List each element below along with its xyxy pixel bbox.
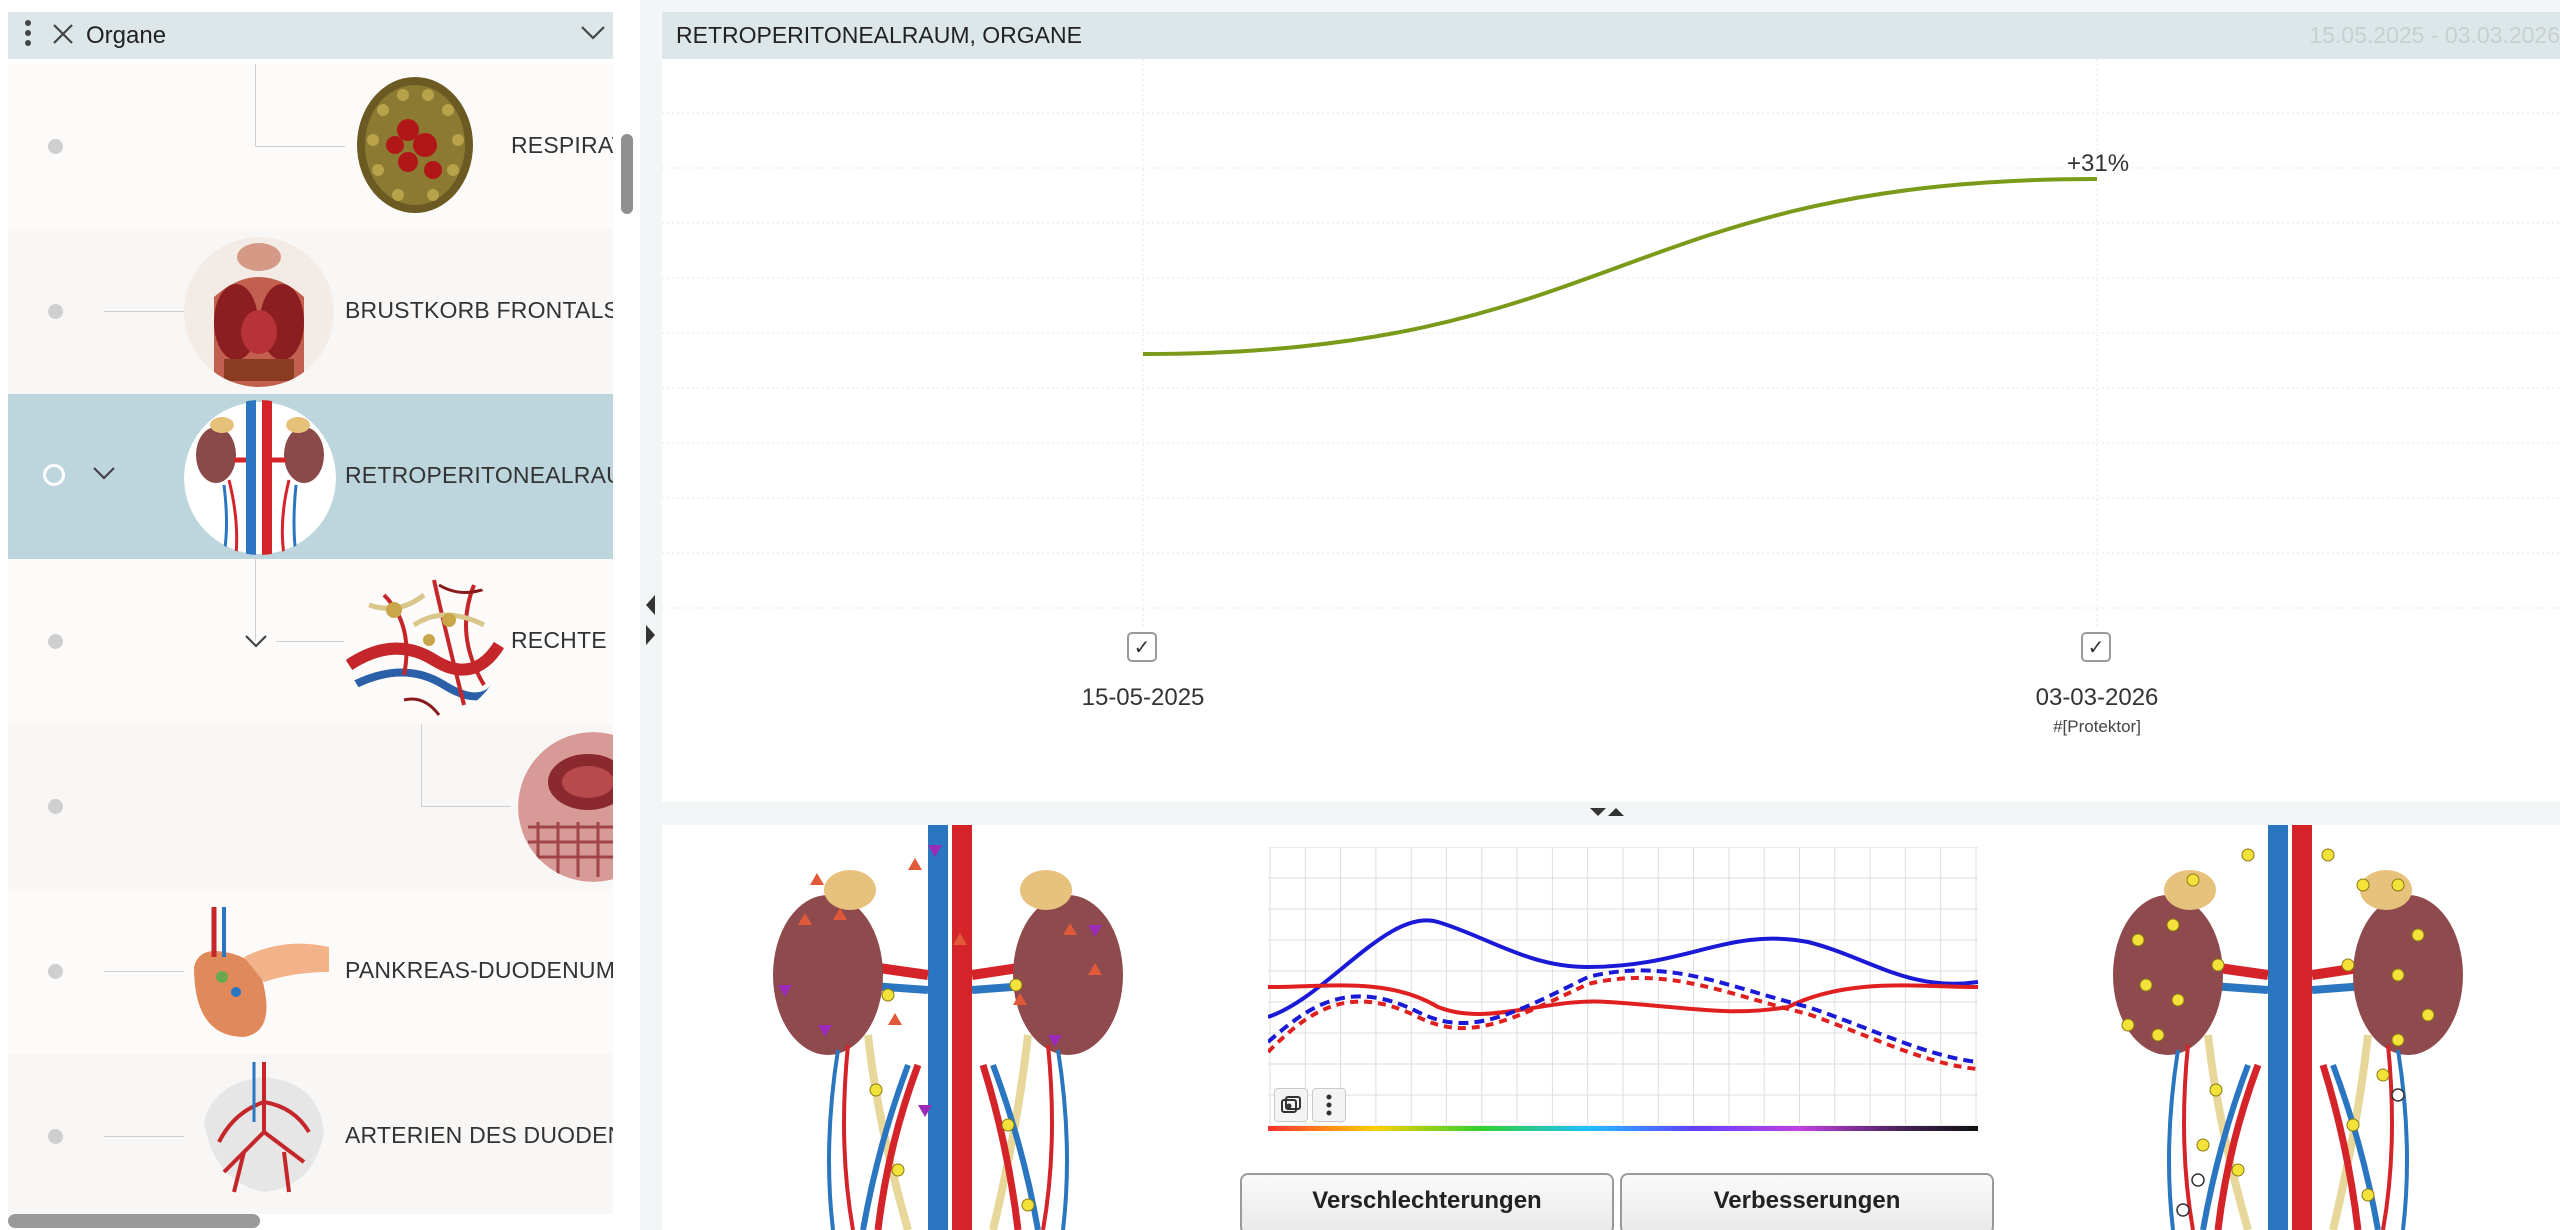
x-tick-label: 15-05-2025 [1081,684,1205,711]
checkbox-date-1[interactable]: ✓ [1127,632,1157,662]
horizontal-scrollbar-thumb[interactable] [8,1214,260,1228]
verschlechterungen-button[interactable]: Verschlechterungen [1240,1173,1614,1230]
organ-panel-title: Organe [86,21,167,49]
spectrum-bar [1268,1126,1978,1131]
chevron-down-icon[interactable] [573,25,613,46]
tree-connector-line [104,971,184,972]
tree-connector-line [421,806,511,807]
tree-bullet [48,1129,63,1144]
mini-chart-curve [1268,918,1979,1019]
kidney-figure-worse [758,825,1138,1230]
arteries-thumbnail [194,1062,334,1202]
tree-connector-line [255,559,256,641]
tree-bullet-selected [43,464,65,486]
tree-bullet [48,964,63,979]
tree-item-arterien-des-duoden[interactable]: ARTERIEN DES DUODEN [8,1054,613,1214]
tree-bullet [48,799,63,814]
screenshot-icon[interactable] [1274,1088,1308,1122]
tree-item-retroperitonealraum[interactable]: RETROPERITONEALRAUM [8,394,613,559]
tree-connector-line [255,146,345,147]
trend-annotation: +31% [2067,150,2129,177]
comparison-panel: Verschlechterungen Verbesserungen [662,825,2560,1230]
tree-connector-line [255,64,256,146]
tree-item-label: RETROPERITONEALRAUM [345,462,613,488]
tree-connector-line [276,641,344,642]
respiratory-thumbnail [353,70,478,220]
tree-bullet [48,139,63,154]
tree-item-label: PANKREAS-DUODENUM [345,957,613,983]
chart-date-range: 15.05.2025 - 03.03.2026 [2309,22,2560,48]
close-icon[interactable] [48,19,78,53]
tree-item-label: RECHTE N [511,627,613,653]
organ-tree-panel: Organe [0,0,640,1230]
tree-item-label: RESPIRAT [511,132,613,158]
comparison-mini-chart [1268,847,1979,1131]
chevron-down-icon[interactable] [244,634,268,653]
tree-bullet [48,304,63,319]
tree-item-pankreas-duodenum[interactable]: PANKREAS-DUODENUM [8,889,613,1054]
mini-chart-curve [1268,976,1979,1071]
intestine-thumbnail [518,732,613,882]
tree-connector-line [421,724,422,806]
trend-chart-panel: RETROPERITONEALRAUM, ORGANE 15.05.2025 -… [662,12,2560,802]
tree-item-brustkorb[interactable]: BRUSTKORB FRONTALSC [8,229,613,394]
checkbox-date-2[interactable]: ✓ [2081,632,2111,662]
checkmark-icon: ✓ [1133,636,1151,659]
panel-resize-handle[interactable] [1590,805,1624,821]
tree-item-intestine[interactable] [8,724,613,889]
more-vert-icon[interactable] [1312,1088,1346,1122]
organ-panel-header: Organe [8,12,613,59]
tree-bullet [48,634,63,649]
vertical-scrollbar-thumb[interactable] [621,134,633,214]
panel-splitter[interactable] [640,0,662,1230]
kidney-figure-better [2098,825,2478,1230]
expand-right-icon[interactable] [646,625,656,650]
protektor-label: #[Protektor] [2053,717,2141,736]
thorax-thumbnail [184,237,334,387]
tree-item-label: BRUSTKORB FRONTALSC [345,297,613,323]
more-vert-icon[interactable] [8,19,48,52]
trend-line [1142,177,2098,356]
x-tick-label: 03-03-2026 [2035,684,2159,711]
checkmark-icon: ✓ [2087,636,2105,659]
vertical-scrollbar[interactable] [617,64,637,1214]
pancreas-thumbnail [184,897,334,1047]
kidney-vessel-thumbnail [344,565,504,720]
chart-title: RETROPERITONEALRAUM, ORGANE [676,22,1082,48]
verbesserungen-button[interactable]: Verbesserungen [1620,1173,1994,1230]
tree-item-rechte-n[interactable]: RECHTE N [8,559,613,724]
trend-chart: +31% [662,59,2560,629]
mini-chart-curve [1268,968,1979,1064]
tree-item-respirat[interactable]: RESPIRAT [8,64,613,229]
organ-tree: RESPIRAT BRUSTKORB FRONTALSC [8,64,613,1214]
collapse-left-icon[interactable] [646,595,656,620]
tree-connector-line [104,1136,184,1137]
chevron-down-icon[interactable] [92,466,116,485]
mini-chart-curve [1268,983,1979,1016]
tree-connector-line [104,311,184,312]
tree-item-label: ARTERIEN DES DUODEN [345,1122,613,1148]
retroperitoneum-thumbnail [184,400,336,555]
chart-header: RETROPERITONEALRAUM, ORGANE 15.05.2025 -… [662,12,2560,59]
